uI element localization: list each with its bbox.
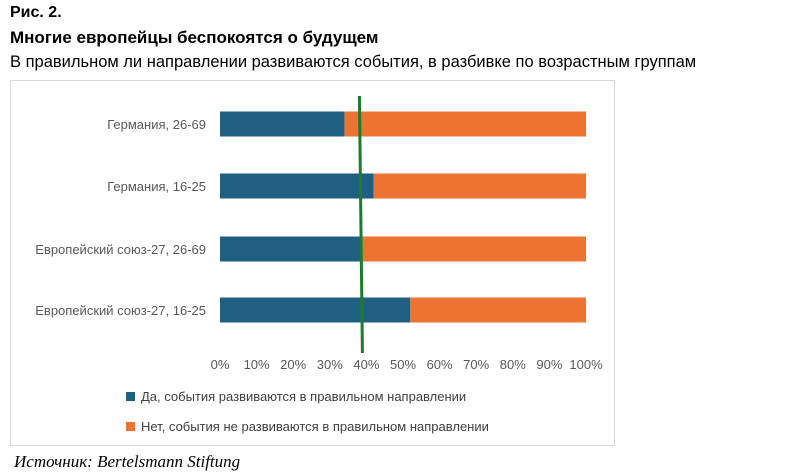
bar-segment-no: [373, 173, 586, 199]
category-label: Германия, 16-25: [107, 179, 206, 194]
bar-segment-no: [362, 236, 586, 262]
x-tick-label: 40%: [353, 357, 379, 372]
x-tick-label: 100%: [569, 357, 603, 372]
source-note: Источник: Bertelsmann Stiftung: [14, 452, 241, 471]
bar-segment-yes: [220, 236, 363, 262]
x-tick-label: 90%: [536, 357, 562, 372]
bar-segment-no: [344, 111, 586, 137]
category-label: Германия, 26-69: [107, 117, 206, 132]
category-label: Европейский союз-27, 26-69: [35, 242, 206, 257]
reference-line: [357, 95, 364, 354]
bar-chart: Германия, 26-69 Германия, 16-25 Европейски…: [35, 95, 603, 434]
chart-subtitle: В правильном ли направлении развиваются …: [10, 53, 697, 71]
bar-segment-yes: [220, 173, 374, 199]
legend-label: Да, события развиваются в правильном нап…: [141, 389, 466, 404]
x-tick-label: 70%: [463, 357, 489, 372]
bar-segment-yes: [220, 111, 345, 137]
legend-swatch: [126, 422, 135, 431]
chart-title: Многие европейцы беспокоятся о будущем: [10, 28, 379, 47]
x-tick-label: 80%: [500, 357, 526, 372]
category-label: Европейский союз-27, 16-25: [35, 303, 206, 318]
chart-frame: [10, 80, 615, 446]
bar-segment-yes: [220, 297, 411, 323]
legend-swatch: [126, 392, 135, 401]
legend-label: Нет, события не развиваются в правильном…: [141, 419, 489, 434]
x-tick-label: 0%: [211, 357, 230, 372]
figure-label: Рис. 2.: [10, 4, 62, 21]
x-tick-label: 30%: [317, 357, 343, 372]
bar-segment-no: [410, 297, 586, 323]
x-tick-label: 10%: [244, 357, 270, 372]
x-tick-label: 60%: [427, 357, 453, 372]
x-tick-label: 20%: [280, 357, 306, 372]
x-tick-label: 50%: [390, 357, 416, 372]
